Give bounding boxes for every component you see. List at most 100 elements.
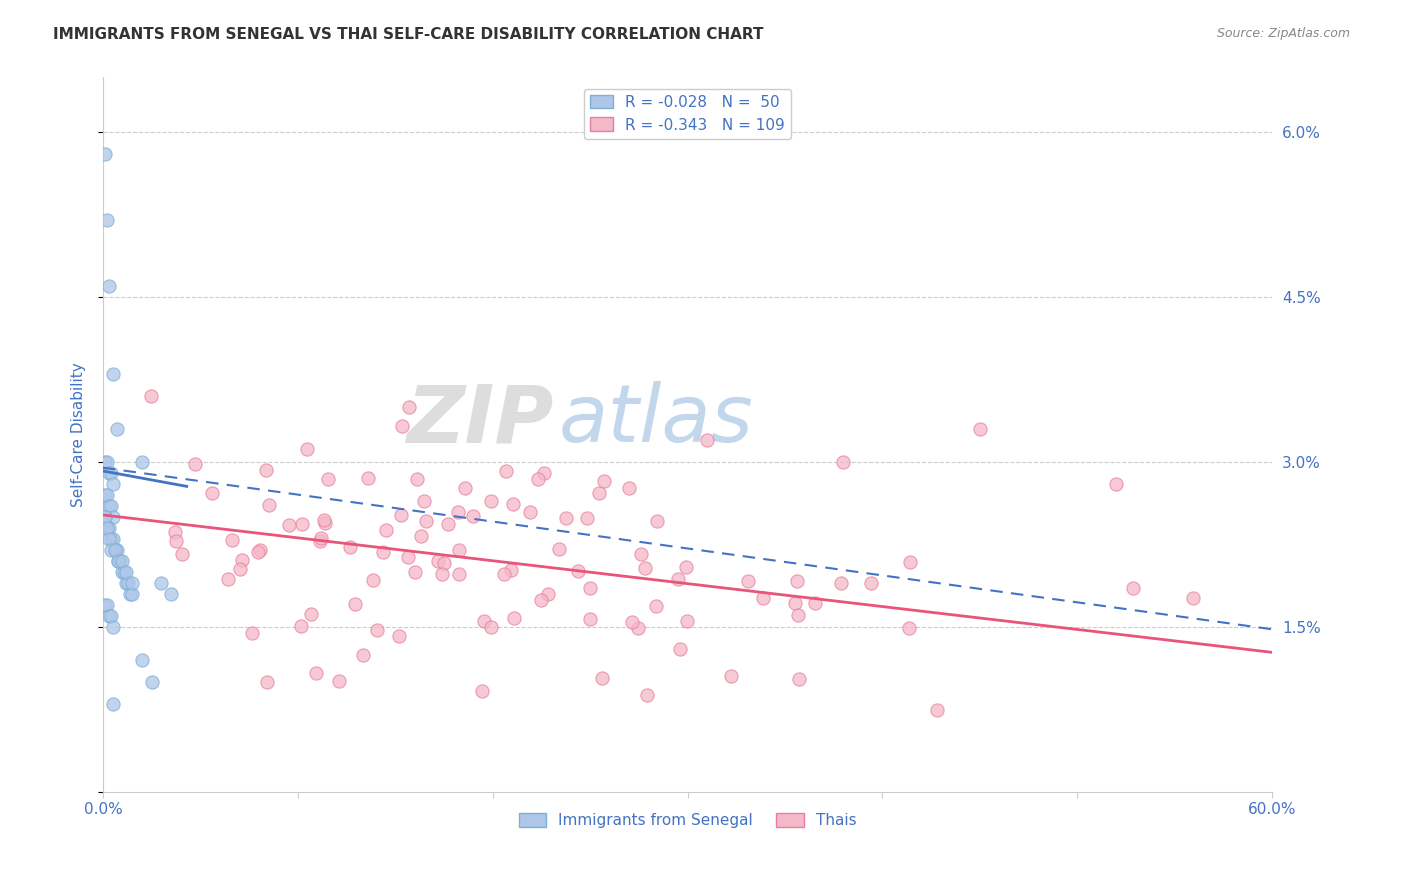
Point (787, 672, 810, 686)
Point (461, 509, 484, 524)
Point (97, 532, 120, 546)
Point (830, 575, 852, 590)
Point (579, 582, 602, 596)
Point (474, 615, 496, 629)
Point (533, 466, 555, 480)
Point (645, 599, 668, 614)
Point (785, 596, 807, 610)
Point (499, 563, 522, 577)
Point (669, 642, 692, 657)
Point (453, 481, 475, 495)
Point (647, 514, 669, 528)
Point (100, 609, 122, 624)
Point (170, 547, 193, 561)
Point (389, 508, 412, 523)
Point (249, 543, 271, 558)
Point (391, 419, 413, 434)
Point (666, 572, 689, 586)
Text: ZIP: ZIP (406, 382, 553, 459)
Point (94, 510, 117, 524)
Point (567, 564, 589, 578)
Point (101, 697, 124, 711)
Point (184, 457, 207, 471)
Point (588, 485, 610, 500)
Point (111, 554, 134, 568)
Point (1105, 477, 1128, 491)
Point (96, 521, 118, 535)
Point (481, 494, 503, 508)
Point (256, 675, 278, 690)
Point (427, 554, 450, 568)
Point (786, 574, 808, 588)
Point (579, 611, 602, 625)
Point (96, 598, 118, 612)
Point (352, 648, 374, 662)
Point (112, 565, 135, 579)
Point (217, 572, 239, 586)
Point (101, 510, 124, 524)
Point (105, 543, 128, 558)
Point (751, 591, 773, 605)
Point (139, 389, 162, 403)
Point (131, 653, 153, 667)
Point (121, 587, 143, 601)
Point (361, 573, 384, 587)
Point (437, 517, 460, 532)
Point (96, 455, 118, 469)
Point (479, 620, 502, 634)
Point (240, 626, 263, 640)
Point (231, 553, 253, 567)
Point (247, 545, 270, 559)
Point (115, 576, 138, 591)
Point (374, 523, 396, 537)
Point (117, 576, 139, 591)
Point (101, 532, 124, 546)
Point (291, 516, 314, 531)
Point (299, 607, 322, 621)
Point (388, 629, 411, 643)
Point (413, 494, 436, 508)
Point (97, 521, 120, 535)
Point (519, 505, 541, 519)
Point (627, 621, 650, 635)
Point (150, 576, 173, 591)
Point (503, 611, 526, 625)
Point (111, 565, 134, 579)
Point (554, 511, 576, 525)
Point (141, 675, 163, 690)
Point (675, 614, 697, 628)
Point (634, 561, 657, 575)
Point (101, 620, 124, 634)
Point (278, 517, 301, 532)
Point (221, 533, 243, 547)
Point (832, 455, 855, 469)
Point (494, 566, 516, 581)
Point (1122, 581, 1144, 595)
Point (107, 554, 129, 568)
Point (619, 481, 641, 495)
Legend: Immigrants from Senegal, Thais: Immigrants from Senegal, Thais (513, 807, 862, 834)
Point (897, 621, 920, 635)
Point (100, 543, 122, 558)
Point (898, 556, 921, 570)
Y-axis label: Self-Care Disability: Self-Care Disability (72, 362, 86, 507)
Point (163, 524, 186, 539)
Point (471, 683, 494, 698)
Text: atlas: atlas (560, 382, 754, 459)
Point (100, 466, 122, 480)
Point (859, 576, 882, 591)
Point (1181, 591, 1204, 605)
Point (96, 521, 118, 535)
Point (305, 665, 328, 680)
Point (630, 547, 652, 561)
Point (120, 587, 142, 601)
Point (94, 598, 117, 612)
Text: IMMIGRANTS FROM SENEGAL VS THAI SELF-CARE DISABILITY CORRELATION CHART: IMMIGRANTS FROM SENEGAL VS THAI SELF-CAR… (53, 27, 763, 42)
Point (339, 541, 361, 555)
Point (104, 543, 127, 558)
Point (371, 545, 394, 559)
Point (97, 499, 120, 513)
Point (720, 669, 742, 683)
Point (160, 587, 183, 601)
Point (404, 566, 426, 580)
